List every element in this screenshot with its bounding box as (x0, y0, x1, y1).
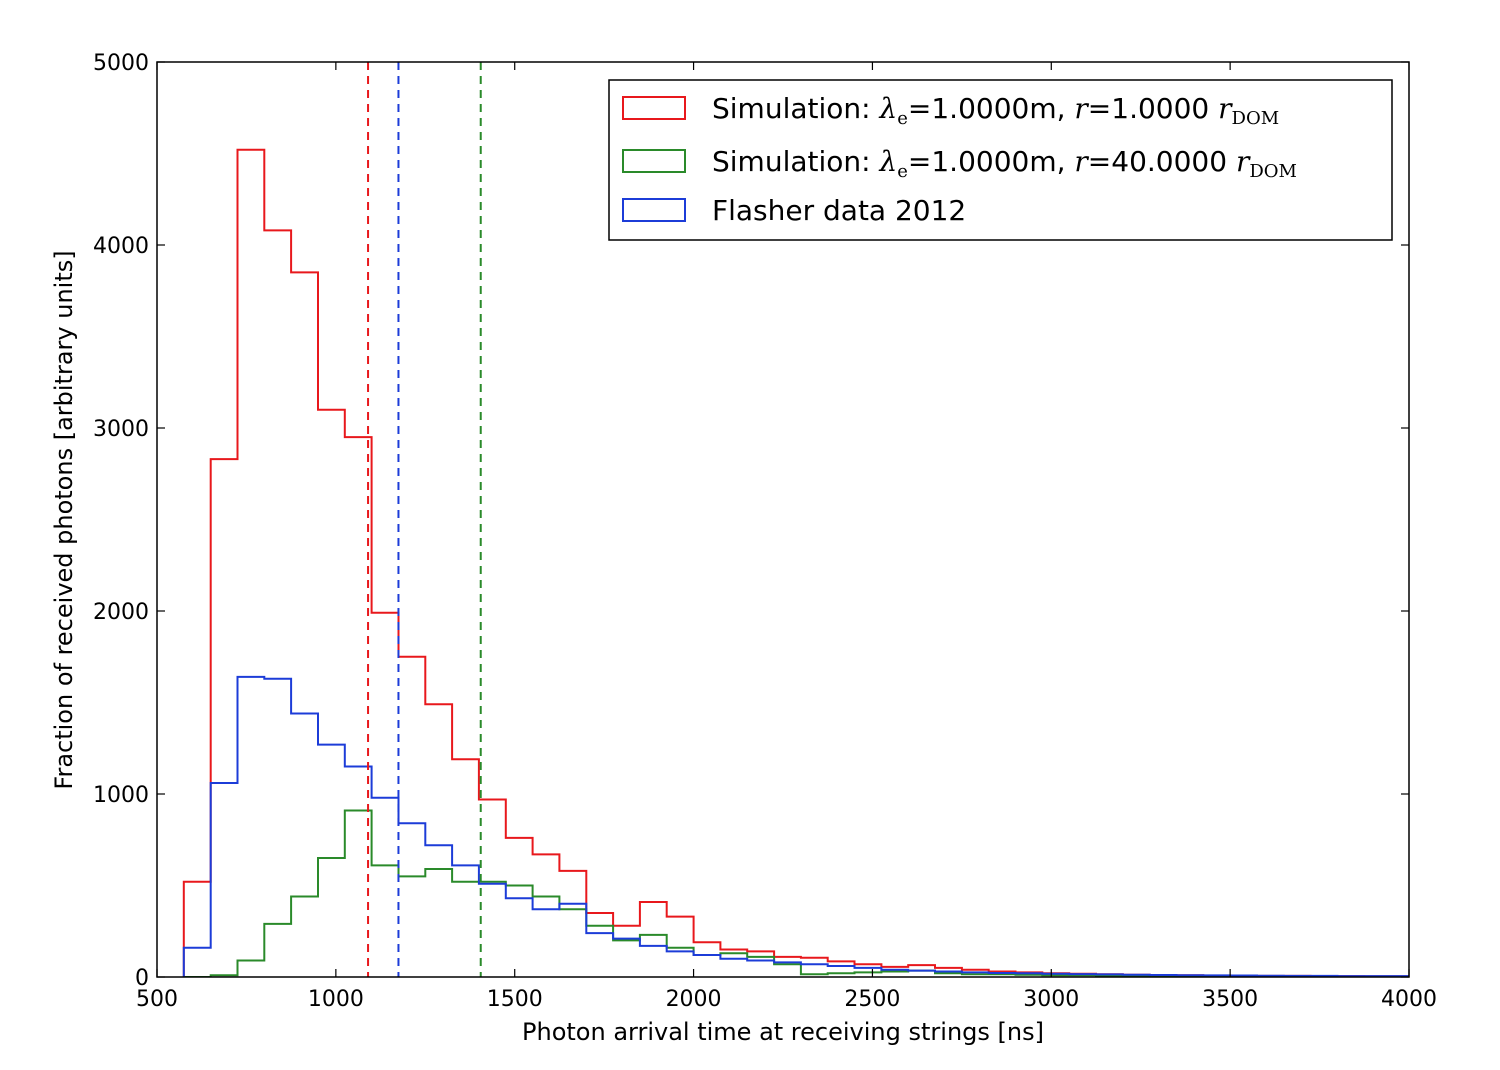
series-layer (182, 148, 1409, 977)
x-tick-label: 3000 (1023, 987, 1079, 1012)
legend-swatch-red (622, 96, 686, 120)
x-tick-label: 1000 (308, 987, 364, 1012)
legend-2-lambda-sub: e (897, 161, 908, 182)
y-tick-label: 5000 (93, 51, 149, 76)
legend-1-rdom-sub: DOM (1232, 108, 1280, 129)
x-tick-label: 2500 (844, 987, 900, 1012)
legend-1-r: r (1074, 92, 1089, 125)
x-tick-label: 2000 (666, 987, 722, 1012)
legend-2-mid: =1.0000m, (908, 145, 1075, 178)
x-axis-ticks: 500 1000 1500 2000 2500 3000 3500 4000 (136, 62, 1437, 1012)
y-axis-label: Fraction of received photons [arbitrary … (50, 250, 78, 789)
y-tick-label: 2000 (93, 600, 149, 625)
y-axis-ticks: 0 1000 2000 3000 4000 5000 (93, 51, 1409, 991)
legend: Simulation: λe=1.0000m, r=1.0000 rDOM Si… (608, 79, 1393, 241)
y-tick-label: 1000 (93, 783, 149, 808)
legend-entry-flasher-data: Flasher data 2012 (712, 194, 966, 227)
y-tick-label: 4000 (93, 234, 149, 259)
legend-1-lambda: λ (878, 92, 897, 125)
x-tick-label: 1500 (487, 987, 543, 1012)
legend-entry-simulation-r40: Simulation: λe=1.0000m, r=40.0000 rDOM (712, 145, 1297, 182)
y-tick-label: 0 (135, 966, 149, 991)
legend-1-rval: =1.0000 (1088, 92, 1218, 125)
legend-1-rdom: r (1218, 92, 1233, 125)
x-axis-label: Photon arrival time at receiving strings… (522, 1018, 1044, 1046)
legend-swatch-green (622, 149, 686, 173)
legend-2-rdom: r (1236, 145, 1251, 178)
x-tick-label: 4000 (1381, 987, 1437, 1012)
series-flasher-data-step (182, 675, 1409, 977)
legend-2-r: r (1074, 145, 1089, 178)
legend-entry-simulation-r1: Simulation: λe=1.0000m, r=1.0000 rDOM (712, 92, 1279, 129)
legend-1-mid: =1.0000m, (908, 92, 1075, 125)
legend-2-rval: =40.0000 (1088, 145, 1236, 178)
legend-frame (608, 79, 1393, 241)
legend-2-prefix: Simulation: (712, 145, 879, 178)
legend-1-lambda-sub: e (897, 108, 908, 129)
plot-frame (156, 61, 1410, 978)
legend-2-lambda: λ (878, 145, 897, 178)
legend-2-rdom-sub: DOM (1249, 161, 1297, 182)
mean-lines (367, 62, 482, 977)
x-tick-label: 500 (136, 987, 178, 1012)
x-tick-label: 3500 (1202, 987, 1258, 1012)
legend-swatch-blue (622, 198, 686, 222)
legend-1-prefix: Simulation: (712, 92, 879, 125)
y-tick-label: 3000 (93, 417, 149, 442)
